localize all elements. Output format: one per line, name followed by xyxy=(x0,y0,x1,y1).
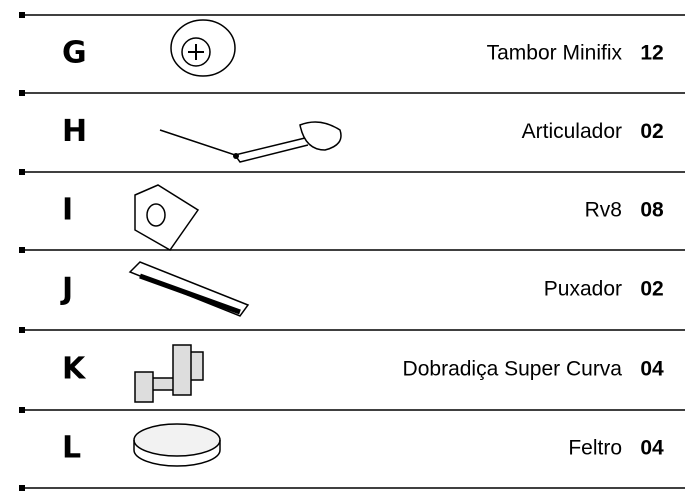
divider-marker xyxy=(19,407,25,413)
icon xyxy=(139,273,241,315)
part-qty: 02 xyxy=(640,120,663,143)
part-letter: I xyxy=(62,193,73,228)
divider-marker xyxy=(19,169,25,175)
icon xyxy=(133,423,221,457)
part-row: H Articulador 02 xyxy=(62,114,664,163)
divider-marker xyxy=(19,485,25,491)
divider-marker xyxy=(19,12,25,18)
part-letter: G xyxy=(62,36,87,71)
icon xyxy=(133,440,221,467)
part-row: I Rv8 08 xyxy=(62,184,664,251)
icon xyxy=(134,344,204,403)
icon xyxy=(299,121,342,151)
part-qty: 08 xyxy=(640,199,664,222)
part-qty: 12 xyxy=(640,42,663,65)
part-name: Rv8 xyxy=(585,199,622,222)
part-letter: H xyxy=(62,114,87,149)
part-row: K Dobradiça Super Curva 04 xyxy=(62,344,664,403)
divider-marker xyxy=(19,247,25,253)
part-letter: J xyxy=(60,272,73,307)
part-letter: K xyxy=(62,352,87,387)
part-name: Tambor Minifix xyxy=(487,42,623,65)
part-qty: 04 xyxy=(640,358,664,381)
icon xyxy=(233,153,239,159)
part-row: G Tambor Minifix 12 xyxy=(62,19,664,77)
part-name: Articulador xyxy=(522,120,622,143)
part-letter: L xyxy=(62,431,81,466)
divider-marker xyxy=(19,90,25,96)
divider-marker xyxy=(19,327,25,333)
part-qty: 02 xyxy=(640,278,663,301)
part-row: L Feltro 04 xyxy=(62,423,664,467)
icon xyxy=(181,37,211,67)
part-name: Puxador xyxy=(544,278,622,301)
part-name: Dobradiça Super Curva xyxy=(403,358,623,381)
part-row: J Puxador 02 xyxy=(60,261,664,317)
part-qty: 04 xyxy=(640,437,664,460)
icon xyxy=(146,203,166,227)
part-name: Feltro xyxy=(568,437,622,460)
icon xyxy=(188,44,204,60)
icon xyxy=(134,184,200,251)
icon xyxy=(170,19,236,77)
